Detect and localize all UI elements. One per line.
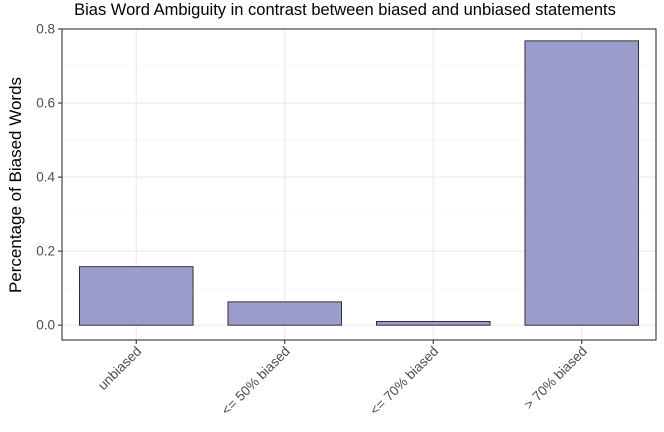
bar [524, 40, 640, 326]
x-axis: unbiased <= 50% biased <= 70% biased > 70% … [95, 340, 590, 418]
y-tick-label: 0.8 [36, 22, 55, 37]
bar [78, 266, 194, 326]
chart-title: Bias Word Ambiguity in contrast between … [74, 1, 616, 19]
y-axis: 0.0 0.2 0.4 0.6 0.8 [36, 22, 62, 333]
bar [227, 301, 343, 326]
x-tick-label: unbiased [95, 344, 144, 393]
x-tick-label: <= 70% biased [367, 344, 441, 418]
x-tick-label: > 70% biased [521, 344, 590, 413]
bar [375, 321, 491, 326]
x-tick-label: <= 50% biased [219, 344, 293, 418]
y-tick-label: 0.6 [36, 96, 55, 111]
y-tick-label: 0.0 [36, 318, 55, 333]
bars [78, 40, 640, 326]
y-tick-label: 0.2 [36, 244, 55, 259]
y-axis-title: Percentage of Biased Words [6, 77, 25, 293]
plot-panel-border [61, 28, 657, 341]
y-tick-label: 0.4 [36, 170, 55, 185]
